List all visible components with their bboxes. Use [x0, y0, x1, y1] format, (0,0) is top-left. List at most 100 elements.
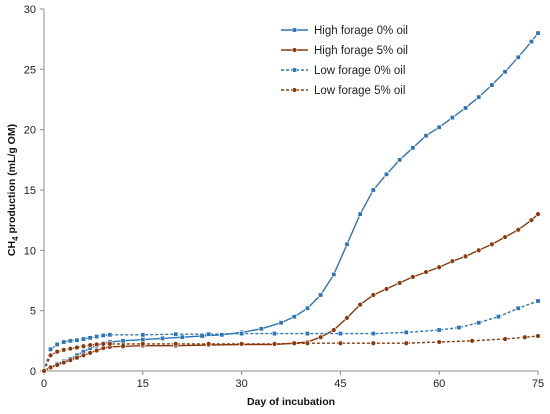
y-axis-ticks: 0 5 10 15 20 25 30 — [24, 4, 44, 378]
y-tick-label: 0 — [30, 366, 36, 378]
data-point — [179, 334, 185, 340]
legend-label: High forage 5% oil — [314, 45, 408, 57]
legend-entry: Low forage 5% oil — [281, 85, 405, 97]
data-point — [271, 341, 278, 347]
data-point — [463, 105, 469, 111]
data-point — [489, 241, 495, 248]
x-tick-label: 30 — [235, 378, 247, 390]
data-point — [74, 344, 80, 351]
data-point — [54, 348, 60, 355]
data-point — [383, 286, 390, 292]
data-point — [344, 315, 350, 321]
data-point — [337, 340, 344, 346]
data-point — [476, 94, 482, 100]
data-point — [403, 329, 409, 335]
data-point — [436, 124, 442, 130]
data-point — [331, 327, 337, 333]
y-tick-label: 25 — [24, 64, 36, 76]
legend-entry: Low forage 0% oil — [281, 65, 405, 77]
legend-label: Low forage 0% oil — [314, 65, 405, 77]
data-point — [384, 171, 390, 177]
data-point — [47, 364, 54, 371]
data-point — [107, 341, 113, 347]
data-point — [74, 337, 80, 343]
data-point — [337, 331, 343, 337]
data-point — [522, 334, 528, 340]
data-point — [205, 341, 212, 347]
series-line — [43, 32, 539, 372]
data-point — [357, 301, 363, 308]
y-axis-title: CH4 production (mL/g OM) — [6, 124, 20, 256]
x-axis-title: Day of incubation — [247, 396, 335, 408]
data-point — [140, 332, 146, 338]
data-point — [81, 336, 87, 342]
data-point — [41, 368, 47, 374]
data-point — [291, 67, 297, 73]
x-tick-label: 75 — [532, 378, 544, 390]
data-point — [370, 187, 376, 193]
data-point — [304, 331, 310, 337]
data-point — [469, 338, 475, 344]
data-point — [87, 342, 93, 348]
data-point — [100, 332, 106, 338]
legend: High forage 0% oil High forage 5% oil Low … — [281, 25, 408, 97]
data-point — [489, 82, 495, 88]
data-point — [80, 352, 87, 359]
data-point — [272, 331, 278, 337]
legend-label: Low forage 5% oil — [314, 85, 405, 97]
data-point — [74, 355, 80, 361]
data-point — [449, 115, 455, 121]
data-point — [54, 341, 60, 347]
data-point — [423, 269, 429, 275]
data-point — [528, 217, 535, 223]
data-point — [449, 258, 456, 264]
data-point — [238, 341, 245, 347]
data-point — [502, 69, 508, 75]
data-point — [61, 359, 67, 366]
x-tick-label: 15 — [137, 378, 149, 390]
series-4 — [41, 333, 541, 374]
data-point — [495, 314, 501, 320]
data-point — [160, 335, 166, 341]
data-point — [94, 334, 100, 340]
data-point — [67, 338, 73, 344]
data-point — [87, 350, 93, 356]
legend-entry: High forage 5% oil — [281, 45, 408, 57]
data-point — [344, 241, 350, 247]
data-point — [436, 339, 442, 345]
data-point — [291, 47, 298, 53]
series-line — [43, 213, 539, 372]
data-point — [278, 320, 284, 326]
data-point — [87, 335, 93, 341]
data-point — [515, 227, 521, 233]
y-tick-label: 10 — [24, 245, 36, 257]
data-point — [515, 305, 521, 311]
y-tick-label: 15 — [24, 185, 36, 197]
series-2 — [41, 211, 541, 374]
data-point — [403, 340, 409, 346]
data-point — [107, 332, 113, 338]
data-point — [370, 292, 377, 298]
y-tick-label: 30 — [24, 4, 36, 16]
data-point — [535, 30, 541, 36]
data-point — [120, 338, 126, 344]
data-point — [476, 320, 482, 326]
data-point — [173, 341, 179, 347]
data-point — [291, 314, 297, 320]
data-point — [535, 333, 541, 339]
y-axis-title-subscript: 4 — [11, 236, 20, 241]
plot-area: 0 5 10 15 20 25 30 0 15 30 45 60 75 — [24, 4, 544, 390]
legend-label: High forage 0% oil — [314, 25, 408, 37]
data-point — [93, 341, 100, 348]
data-point — [291, 27, 297, 33]
data-point — [80, 343, 87, 349]
data-point — [528, 39, 534, 45]
data-point — [515, 54, 521, 60]
data-point — [291, 87, 298, 93]
y-tick-label: 20 — [24, 125, 36, 137]
data-point — [396, 280, 403, 286]
y-tick-label: 5 — [30, 306, 36, 318]
series-3 — [41, 298, 541, 374]
data-point — [397, 157, 403, 163]
data-point — [410, 145, 416, 151]
